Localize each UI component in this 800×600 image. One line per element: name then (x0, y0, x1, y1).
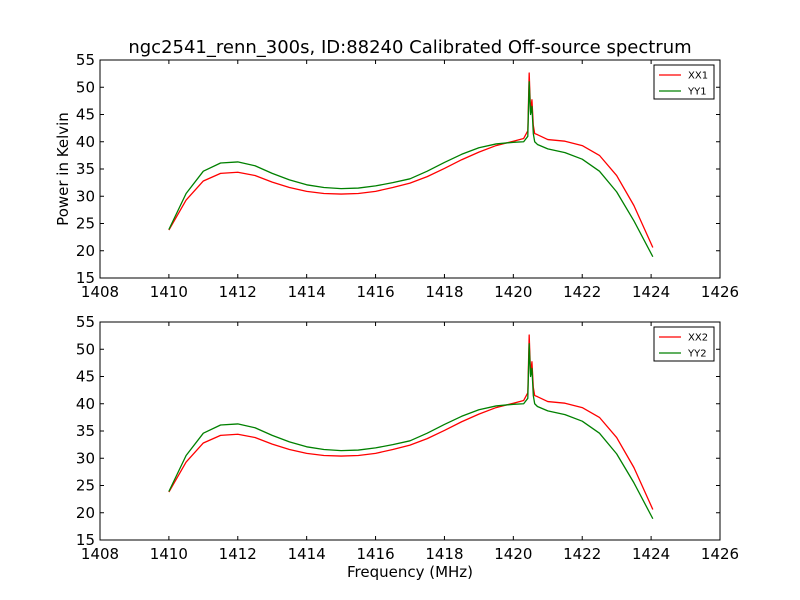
x-tick-label: 1410 (150, 283, 188, 301)
y-tick-label: 35 (76, 422, 95, 440)
legend-label-yy2: YY2 (687, 349, 707, 360)
y-tick-label: 55 (76, 51, 95, 69)
x-tick-label: 1410 (150, 545, 188, 563)
figure-title: ngc2541_renn_300s, ID:88240 Calibrated O… (128, 37, 691, 58)
x-tick-label: 1412 (219, 283, 257, 301)
x-axis-label: Frequency (MHz) (347, 563, 473, 581)
x-tick-label: 1426 (701, 283, 739, 301)
y-tick-label: 15 (76, 531, 95, 549)
y-tick-label: 55 (76, 313, 95, 331)
x-tick-label: 1418 (425, 283, 463, 301)
x-tick-label: 1416 (356, 545, 394, 563)
x-tick-label: 1424 (632, 283, 670, 301)
y-tick-label: 30 (76, 449, 95, 467)
legend-box (653, 64, 715, 100)
series-line-xx2 (168, 334, 654, 510)
x-tick-label: 1408 (81, 283, 119, 301)
top-spectrum-panel: 1408 1410 1412 1414 1416 1418 1420 1422 1424 1426… (54, 51, 739, 301)
legend-box (653, 326, 715, 362)
y-tick-label: 40 (76, 133, 95, 151)
series-line-yy1 (168, 81, 654, 258)
y-tick-label: 30 (76, 187, 95, 205)
y-tick-label: 20 (76, 504, 95, 522)
y-tick-label: 15 (76, 269, 95, 287)
x-tick-label: 1422 (563, 283, 601, 301)
y-tick-label: 45 (76, 106, 95, 124)
x-tick-label: 1424 (632, 545, 670, 563)
x-tick-label: 1418 (425, 545, 463, 563)
bottom-spectrum-panel: 1408 1410 1412 1414 1416 1418 1420 1422 1424 1426… (76, 313, 739, 581)
x-tick-label: 1416 (356, 283, 394, 301)
y-tick-label: 25 (76, 477, 95, 495)
legend-label-yy1: YY1 (687, 87, 707, 98)
legend-label-xx1: XX1 (688, 71, 708, 82)
x-tick-label: 1412 (219, 545, 257, 563)
y-tick-label: 35 (76, 160, 95, 178)
y-tick-label: 40 (76, 395, 95, 413)
y-tick-label: 20 (76, 242, 95, 260)
series-line-xx1 (168, 72, 654, 248)
legend-label-xx2: XX2 (688, 333, 708, 344)
series-line-yy2 (168, 343, 654, 520)
x-tick-label: 1426 (701, 545, 739, 563)
x-tick-label: 1420 (494, 283, 532, 301)
y-axis-label: Power in Kelvin (54, 112, 72, 226)
y-tick-label: 25 (76, 215, 95, 233)
x-tick-label: 1422 (563, 545, 601, 563)
y-tick-label: 50 (76, 340, 95, 358)
x-tick-label: 1414 (288, 545, 326, 563)
y-tick-label: 50 (76, 78, 95, 96)
x-tick-label: 1408 (81, 545, 119, 563)
y-tick-label: 45 (76, 368, 95, 386)
x-tick-label: 1414 (288, 283, 326, 301)
x-tick-label: 1420 (494, 545, 532, 563)
